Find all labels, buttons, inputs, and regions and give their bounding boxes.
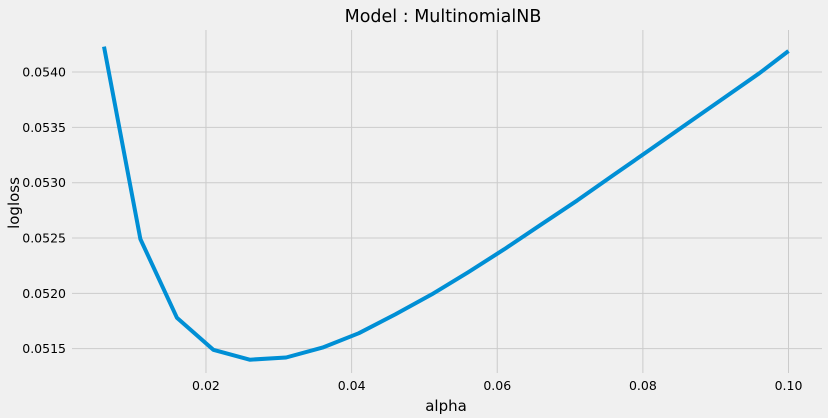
y-tick-label: 0.0525 [22, 231, 66, 246]
x-tick-label: 0.04 [338, 378, 366, 393]
y-tick-label: 0.0515 [22, 341, 66, 356]
y-tick-label: 0.0530 [22, 175, 66, 190]
grid [72, 30, 822, 373]
y-axis-ticks: 0.0515 0.0520 0.0525 0.0530 0.0535 0.0540 [22, 65, 66, 357]
y-tick-label: 0.0520 [22, 286, 66, 301]
chart-title: Model : MultinomialNB [345, 7, 542, 27]
x-axis-label: alpha [425, 397, 467, 415]
y-tick-label: 0.0540 [22, 65, 66, 80]
x-axis-ticks: 0.02 0.04 0.06 0.08 0.10 [192, 378, 802, 393]
x-tick-label: 0.02 [192, 378, 220, 393]
x-tick-label: 0.10 [775, 378, 803, 393]
x-tick-label: 0.08 [629, 378, 657, 393]
y-axis-label: logloss [5, 177, 23, 229]
series-line [102, 46, 790, 362]
y-tick-label: 0.0535 [22, 120, 66, 135]
x-tick-label: 0.06 [483, 378, 511, 393]
series-layer [102, 46, 790, 362]
